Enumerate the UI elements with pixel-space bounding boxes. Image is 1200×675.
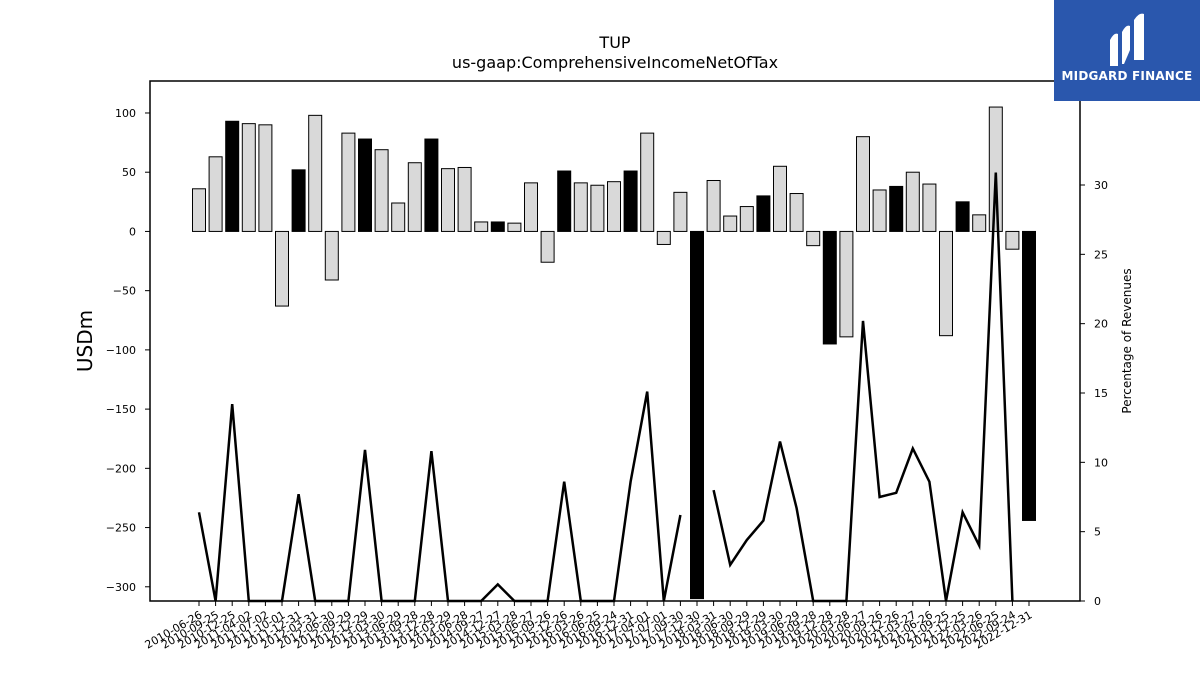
bar — [640, 132, 655, 232]
bar — [806, 230, 821, 247]
bar — [208, 156, 223, 232]
bar — [457, 166, 472, 232]
bar — [656, 230, 671, 245]
bar — [839, 230, 854, 338]
bar — [557, 170, 572, 232]
y2-tick-label: 10 — [1094, 456, 1108, 469]
bar — [856, 136, 870, 232]
brand-name: MIDGARD FINANCE — [1061, 69, 1193, 83]
y2-tick-label: 20 — [1094, 318, 1108, 331]
percentage-line — [712, 172, 1014, 603]
right-axis: 0 5 10 15 20 25 30 — [1080, 179, 1108, 608]
bar — [474, 221, 489, 232]
bar — [822, 230, 837, 345]
chart-subtitle: us-gaap:ComprehensiveIncomeNetOfTax — [452, 53, 778, 72]
bar — [540, 230, 555, 263]
chart-title: TUP — [598, 33, 630, 52]
bar — [972, 214, 987, 232]
brand-logo: MIDGARD FINANCE — [1054, 0, 1200, 101]
percentage-line — [197, 391, 682, 603]
bar — [275, 230, 289, 307]
bar — [374, 149, 389, 232]
y-tick-label: 100 — [115, 107, 136, 120]
bar — [490, 221, 505, 232]
bar — [291, 169, 306, 232]
bar — [407, 162, 422, 232]
bar — [424, 138, 439, 232]
bar — [706, 179, 721, 232]
bar — [690, 230, 704, 600]
y2-axis-label: Percentage of Revenues — [1120, 268, 1134, 413]
y-tick-label: 50 — [122, 166, 136, 179]
bar — [789, 193, 804, 232]
bar — [1005, 230, 1020, 250]
bar — [773, 165, 787, 232]
y-tick-label: −200 — [106, 462, 136, 475]
bar — [391, 202, 406, 232]
bar — [308, 114, 323, 232]
bar — [955, 201, 970, 232]
bar — [573, 182, 588, 232]
bar-group — [192, 106, 1036, 600]
bar — [905, 171, 920, 232]
bar — [192, 188, 206, 232]
bar — [507, 222, 522, 232]
bar — [358, 138, 372, 232]
bar — [1022, 230, 1036, 521]
left-axis: 100 50 0 −50 −100 −150 −200 −250 −300 — [106, 107, 150, 594]
bar — [524, 182, 538, 232]
y2-tick-label: 15 — [1094, 387, 1108, 400]
bar — [590, 184, 605, 232]
y-tick-label: −50 — [113, 285, 136, 298]
percentage-line-group — [197, 172, 1014, 603]
bar — [341, 132, 356, 232]
bar — [889, 185, 904, 232]
x-axis: 2010-06-262010-09-252010-12-252011-04-02… — [143, 601, 1035, 652]
bar — [723, 215, 738, 232]
y-tick-label: −100 — [106, 344, 136, 357]
y2-tick-label: 0 — [1094, 595, 1101, 608]
bar — [922, 183, 937, 232]
bar — [324, 230, 339, 281]
bar — [441, 168, 455, 232]
midgard-logo-icon — [1110, 13, 1144, 66]
y2-tick-label: 5 — [1094, 526, 1101, 539]
bar — [939, 230, 953, 337]
bar — [225, 120, 240, 232]
bar — [756, 195, 771, 232]
plot-frame — [149, 80, 1081, 602]
bar — [258, 124, 273, 232]
bar — [241, 123, 256, 232]
y-tick-label: 0 — [129, 225, 136, 238]
bar — [607, 181, 621, 232]
y-tick-label: −300 — [106, 581, 136, 594]
y-axis-label: USDm — [73, 310, 97, 372]
bar — [739, 206, 754, 232]
y2-tick-label: 30 — [1094, 179, 1108, 192]
bar — [988, 106, 1003, 232]
y-tick-label: −250 — [106, 522, 136, 535]
bar — [623, 170, 638, 232]
bar — [673, 191, 688, 232]
bar — [872, 189, 887, 232]
y-tick-label: −150 — [106, 403, 136, 416]
y2-tick-label: 25 — [1094, 248, 1108, 261]
